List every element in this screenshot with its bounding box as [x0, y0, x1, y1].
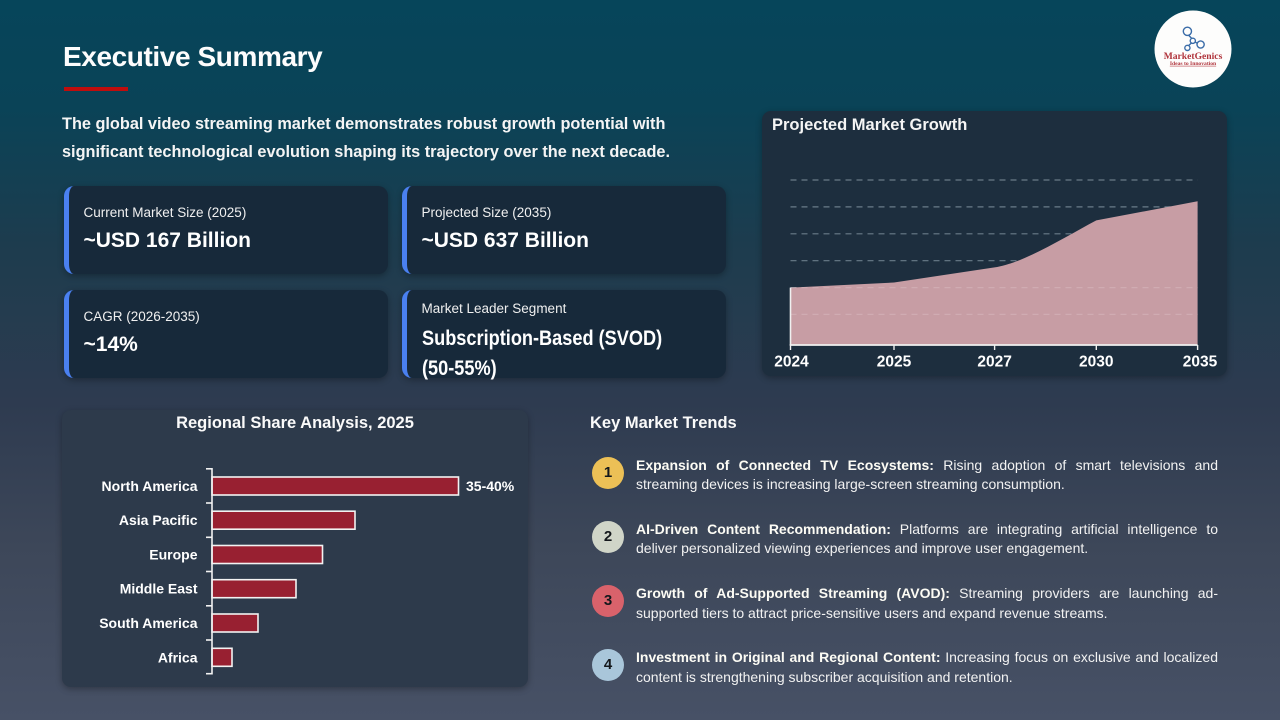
svg-text:MarketGenics: MarketGenics — [1164, 51, 1223, 62]
svg-text:2025: 2025 — [877, 354, 912, 371]
svg-text:Middle East: Middle East — [120, 581, 198, 597]
svg-text:2035: 2035 — [1183, 354, 1218, 371]
svg-text:North America: North America — [102, 478, 198, 494]
svg-text:Europe: Europe — [149, 547, 197, 563]
svg-text:2030: 2030 — [1079, 354, 1113, 371]
svg-text:South America: South America — [99, 615, 197, 631]
svg-text:2027: 2027 — [977, 354, 1011, 371]
svg-text:Africa: Africa — [158, 649, 198, 665]
svg-text:Asia Pacific: Asia Pacific — [119, 512, 198, 528]
svg-text:Ideas to Innovation: Ideas to Innovation — [1170, 61, 1217, 67]
svg-text:2024: 2024 — [774, 354, 809, 371]
svg-text:35-40%: 35-40% — [466, 478, 515, 494]
